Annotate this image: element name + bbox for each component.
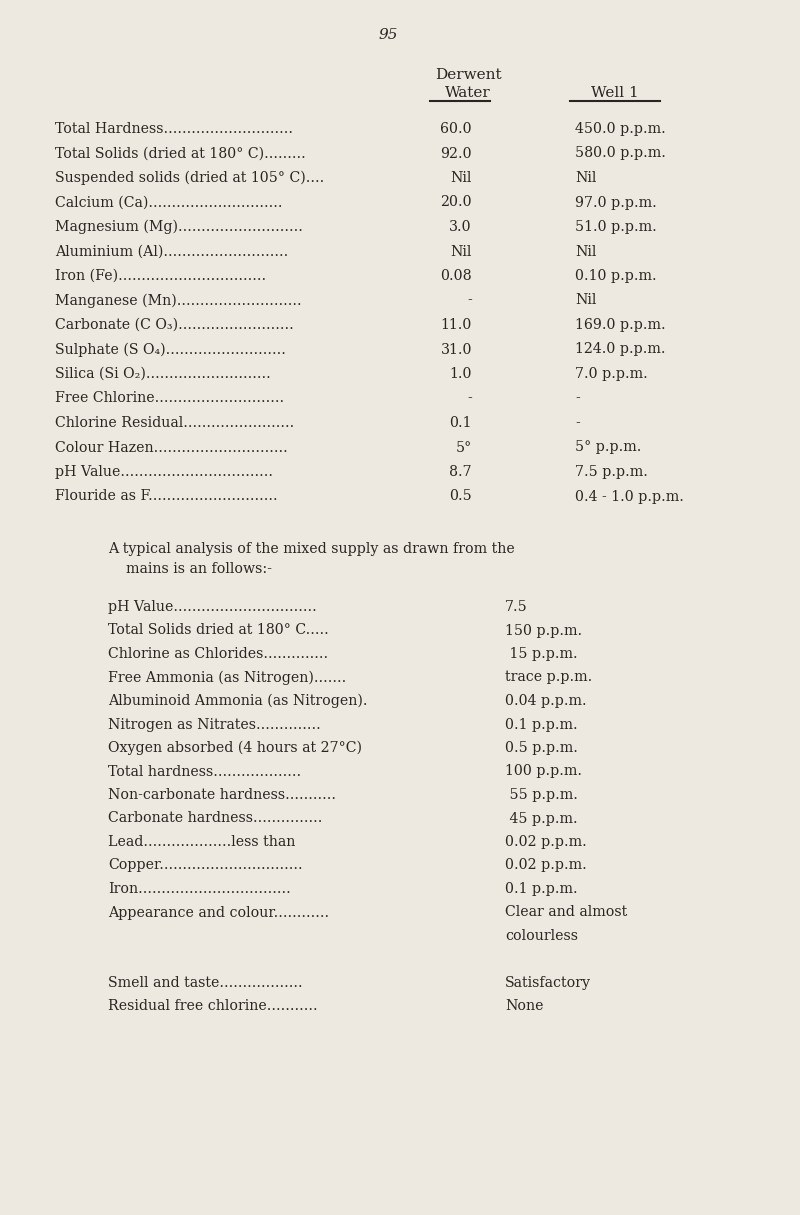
Text: 31.0: 31.0 [441,343,472,356]
Text: 0.04 p.p.m.: 0.04 p.p.m. [505,694,586,708]
Text: Albuminoid Ammonia (as Nitrogen).: Albuminoid Ammonia (as Nitrogen). [108,694,367,708]
Text: Nitrogen as Nitrates..............: Nitrogen as Nitrates.............. [108,718,321,731]
Text: 60.0: 60.0 [440,122,472,136]
Text: Satisfactory: Satisfactory [505,976,591,990]
Text: Free Chlorine............................: Free Chlorine...........................… [55,391,284,406]
Text: 3.0: 3.0 [450,220,472,234]
Text: Chlorine Residual........................: Chlorine Residual.......................… [55,416,294,430]
Text: Non-carbonate hardness...........: Non-carbonate hardness........... [108,789,336,802]
Text: Nil: Nil [575,171,596,185]
Text: Carbonate hardness...............: Carbonate hardness............... [108,812,322,825]
Text: Nil: Nil [575,294,596,307]
Text: None: None [505,1000,543,1013]
Text: Free Ammonia (as Nitrogen).......: Free Ammonia (as Nitrogen)....... [108,671,346,685]
Text: Well 1: Well 1 [591,86,639,100]
Text: Total Solids (dried at 180° C).........: Total Solids (dried at 180° C)......... [55,147,306,160]
Text: Nil: Nil [450,171,472,185]
Text: 15 p.p.m.: 15 p.p.m. [505,648,578,661]
Text: 0.5: 0.5 [450,490,472,503]
Text: Appearance and colour............: Appearance and colour............ [108,905,329,920]
Text: 0.1 p.p.m.: 0.1 p.p.m. [505,718,578,731]
Text: Magnesium (Mg)...........................: Magnesium (Mg)..........................… [55,220,303,234]
Text: -: - [575,391,580,406]
Text: 7.5: 7.5 [505,600,528,614]
Text: 8.7: 8.7 [450,465,472,479]
Text: 0.4 - 1.0 p.p.m.: 0.4 - 1.0 p.p.m. [575,490,684,503]
Text: Carbonate (C O₃).........................: Carbonate (C O₃)........................… [55,318,294,332]
Text: 11.0: 11.0 [441,318,472,332]
Text: 0.02 p.p.m.: 0.02 p.p.m. [505,835,586,849]
Text: 5°: 5° [456,441,472,454]
Text: A typical analysis of the mixed supply as drawn from the: A typical analysis of the mixed supply a… [108,542,514,556]
Text: 0.5 p.p.m.: 0.5 p.p.m. [505,741,578,755]
Text: 97.0 p.p.m.: 97.0 p.p.m. [575,196,657,209]
Text: -: - [467,391,472,406]
Text: mains is an follows:-: mains is an follows:- [126,563,272,576]
Text: 0.10 p.p.m.: 0.10 p.p.m. [575,269,657,283]
Text: 51.0 p.p.m.: 51.0 p.p.m. [575,220,657,234]
Text: 55 p.p.m.: 55 p.p.m. [505,789,578,802]
Text: 92.0: 92.0 [440,147,472,160]
Text: -: - [467,294,472,307]
Text: 1.0: 1.0 [450,367,472,382]
Text: Chlorine as Chlorides..............: Chlorine as Chlorides.............. [108,648,328,661]
Text: Oxygen absorbed (4 hours at 27°C): Oxygen absorbed (4 hours at 27°C) [108,741,362,756]
Text: Derwent: Derwent [434,68,502,81]
Text: trace p.p.m.: trace p.p.m. [505,671,592,684]
Text: 0.1: 0.1 [450,416,472,430]
Text: colourless: colourless [505,929,578,943]
Text: Clear and almost: Clear and almost [505,905,627,920]
Text: 45 p.p.m.: 45 p.p.m. [505,812,578,825]
Text: 169.0 p.p.m.: 169.0 p.p.m. [575,318,666,332]
Text: Calcium (Ca).............................: Calcium (Ca)............................… [55,196,282,209]
Text: Flouride as F............................: Flouride as F...........................… [55,490,278,503]
Text: pH Value...............................: pH Value............................... [108,600,317,614]
Text: -: - [575,416,580,430]
Text: Manganese (Mn)...........................: Manganese (Mn)..........................… [55,294,302,307]
Text: Nil: Nil [575,244,596,259]
Text: 0.08: 0.08 [440,269,472,283]
Text: Water: Water [445,86,491,100]
Text: Sulphate (S O₄)..........................: Sulphate (S O₄).........................… [55,343,286,357]
Text: Copper...............................: Copper............................... [108,859,302,872]
Text: Colour Hazen.............................: Colour Hazen............................… [55,441,288,454]
Text: 0.02 p.p.m.: 0.02 p.p.m. [505,859,586,872]
Text: Suspended solids (dried at 105° C)....: Suspended solids (dried at 105° C).... [55,171,324,186]
Text: Total Solids dried at 180° C.....: Total Solids dried at 180° C..... [108,623,329,638]
Text: 450.0 p.p.m.: 450.0 p.p.m. [575,122,666,136]
Text: 0.1 p.p.m.: 0.1 p.p.m. [505,882,578,895]
Text: 7.5 p.p.m.: 7.5 p.p.m. [575,465,648,479]
Text: 580.0 p.p.m.: 580.0 p.p.m. [575,147,666,160]
Text: Total hardness...................: Total hardness................... [108,764,301,779]
Text: Smell and taste..................: Smell and taste.................. [108,976,302,990]
Text: 100 p.p.m.: 100 p.p.m. [505,764,582,779]
Text: 95: 95 [378,28,398,43]
Text: 5° p.p.m.: 5° p.p.m. [575,441,642,454]
Text: Residual free chlorine...........: Residual free chlorine........... [108,1000,318,1013]
Text: Iron.................................: Iron................................. [108,882,290,895]
Text: 7.0 p.p.m.: 7.0 p.p.m. [575,367,648,382]
Text: 124.0 p.p.m.: 124.0 p.p.m. [575,343,666,356]
Text: Iron (Fe)................................: Iron (Fe)...............................… [55,269,266,283]
Text: Aluminium (Al)...........................: Aluminium (Al)..........................… [55,244,288,259]
Text: Total Hardness............................: Total Hardness..........................… [55,122,293,136]
Text: Silica (Si O₂)...........................: Silica (Si O₂)..........................… [55,367,270,382]
Text: pH Value.................................: pH Value................................… [55,465,273,479]
Text: 20.0: 20.0 [440,196,472,209]
Text: Lead...................less than: Lead...................less than [108,835,295,849]
Text: Nil: Nil [450,244,472,259]
Text: 150 p.p.m.: 150 p.p.m. [505,623,582,638]
